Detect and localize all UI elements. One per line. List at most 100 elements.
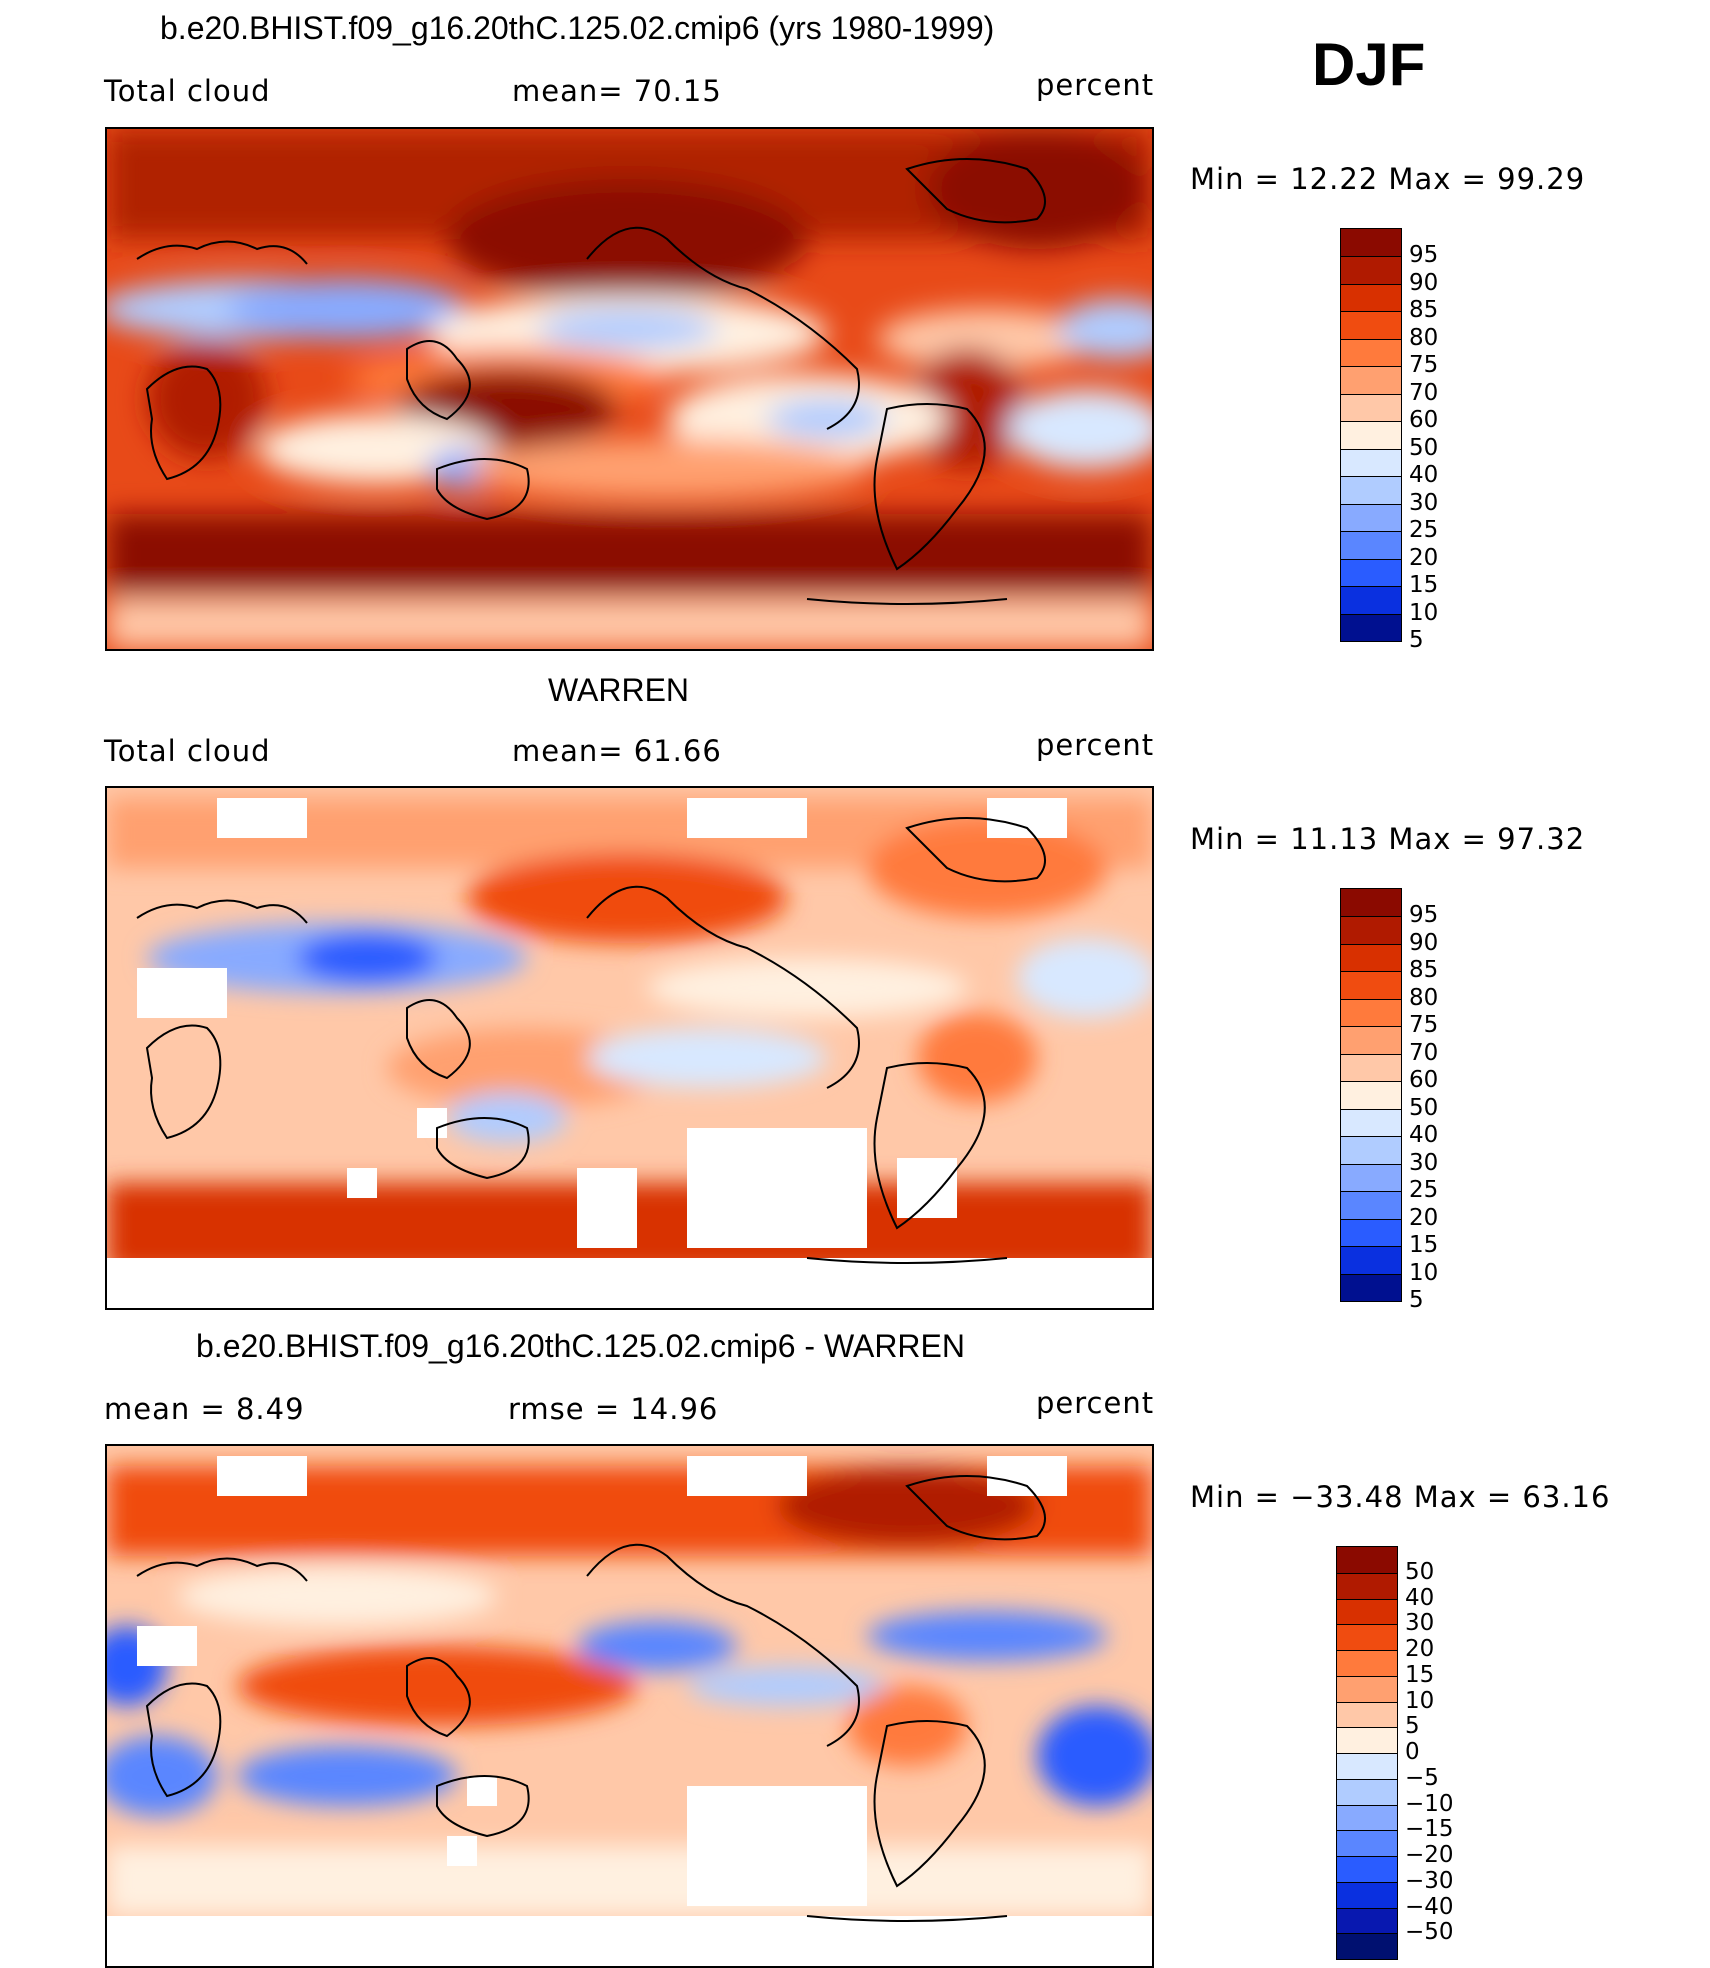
colorbar-tick-label: 40: [1409, 462, 1439, 489]
colorbar-tick-label: 70: [1409, 379, 1439, 406]
panel-1-mean-label: mean= 70.15: [512, 74, 722, 108]
colorbar-tick-label: 20: [1409, 1204, 1439, 1231]
colorbar-tick-label: 10: [1405, 1687, 1435, 1714]
colorbar-tick-label: −20: [1405, 1842, 1454, 1868]
colorbar-swatch: [1341, 283, 1401, 312]
colorbar-swatch: [1341, 613, 1401, 641]
colorbar-tick-label: 0: [1405, 1739, 1420, 1765]
colorbar-tick-label: 30: [1409, 1149, 1439, 1176]
panel-3-coastlines: [136, 1475, 1046, 1922]
colorbar-swatch: [1337, 1572, 1397, 1599]
colorbar-tick-label: 95: [1409, 902, 1439, 929]
panel-1-units-label: percent: [1036, 68, 1155, 102]
colorbar-tick-label: 10: [1409, 599, 1439, 626]
colorbar-tick-label: −15: [1405, 1816, 1454, 1843]
colorbar-swatch: [1341, 338, 1401, 367]
colorbar-swatch: [1341, 558, 1401, 587]
panel-1-colorbar: 95 90 85 80 75 70 60 50 40 30 25 20 15 10 5: [1340, 228, 1438, 653]
colorbar-swatch: [1341, 916, 1401, 944]
colorbar-swatch: [1341, 1273, 1401, 1301]
colorbar-tick-label: 60: [1409, 1067, 1439, 1094]
colorbar-tick-label: 85: [1409, 957, 1439, 984]
colorbar-swatch: [1337, 1778, 1397, 1805]
colorbar-tick-label: −40: [1405, 1893, 1454, 1920]
colorbar-tick-label: 5: [1409, 627, 1424, 653]
colorbar-tick-label: 30: [1405, 1610, 1435, 1637]
colorbar-swatch: [1341, 256, 1401, 284]
colorbar-swatch: [1337, 1727, 1397, 1753]
panel-3-map-field: [107, 1446, 1152, 1966]
colorbar-tick-label: 75: [1409, 1012, 1439, 1039]
colorbar-tick-label: 25: [1409, 1177, 1439, 1204]
colorbar-tick-label: 40: [1409, 1122, 1439, 1149]
colorbar-swatch: [1341, 1163, 1401, 1192]
colorbar-swatch: [1337, 1804, 1397, 1831]
colorbar-tick-label: 50: [1409, 434, 1439, 461]
colorbar-swatch: [1341, 1218, 1401, 1247]
colorbar-tick-label: 90: [1409, 929, 1439, 956]
colorbar-tick-label: 10: [1409, 1259, 1439, 1286]
colorbar-tick-label: 15: [1409, 572, 1439, 599]
colorbar-swatch: [1341, 1026, 1401, 1054]
panel-3-colorbar: 50 40 30 20 15 10 5 0 −5 −10 −15 −20 −30 −40 −50: [1336, 1546, 1454, 1960]
colorbar-tick-label: 30: [1409, 489, 1439, 516]
colorbar-tick-label: 70: [1409, 1039, 1439, 1066]
colorbar-swatch: [1337, 1675, 1397, 1702]
colorbar-tick-label: 5: [1409, 1287, 1424, 1313]
colorbar-tick-label: −5: [1405, 1764, 1439, 1791]
colorbar-tick-label: 25: [1409, 517, 1439, 544]
panel-1-min-max: Min = 12.22 Max = 99.29: [1190, 162, 1586, 196]
panel-3-rmse-label: rmse = 14.96: [508, 1392, 719, 1426]
panel-3-mean-label: mean = 8.49: [104, 1392, 305, 1426]
colorbar-swatch: [1341, 1136, 1401, 1164]
colorbar-tick-label: −50: [1405, 1919, 1454, 1946]
panel-2-variable-label: Total cloud: [104, 734, 271, 768]
panel-2-title: WARREN: [548, 672, 690, 708]
colorbar-tick-label: 5: [1405, 1713, 1420, 1740]
panel-1-map: [105, 127, 1154, 651]
colorbar-swatch: [1341, 531, 1401, 559]
colorbar-tick-label: −30: [1405, 1867, 1454, 1894]
colorbar-swatch: [1341, 998, 1401, 1027]
colorbar-swatch: [1341, 421, 1401, 449]
panel-3-min-max: Min = −33.48 Max = 63.16: [1190, 1480, 1611, 1514]
colorbar-swatch: [1337, 1624, 1397, 1650]
season-label: DJF: [1312, 31, 1426, 98]
colorbar-tick-label: 75: [1409, 352, 1439, 379]
colorbar-swatch: [1341, 1081, 1401, 1109]
panel-3-missing-data: [107, 1456, 1152, 1966]
colorbar-tick-label: 15: [1409, 1232, 1439, 1259]
colorbar-swatch: [1341, 448, 1401, 477]
panel-2-colorbar: 95 90 85 80 75 70 60 50 40 30 25 20 15 10 5: [1340, 888, 1438, 1313]
colorbar-swatch: [1337, 1598, 1397, 1625]
panel-3-units-label: percent: [1036, 1386, 1155, 1420]
colorbar-swatch: [1337, 1650, 1397, 1676]
panel-2-units-label: percent: [1036, 728, 1155, 762]
colorbar-swatch: [1341, 889, 1401, 917]
panel-2-coastlines: [136, 817, 1046, 1264]
colorbar-swatch: [1337, 1907, 1397, 1934]
panel-2-missing-data: [107, 798, 1152, 1308]
colorbar-swatch: [1341, 1246, 1401, 1274]
panel-2-min-max: Min = 11.13 Max = 97.32: [1190, 822, 1586, 856]
colorbar-swatch: [1341, 229, 1401, 257]
colorbar-tick-label: 15: [1405, 1661, 1435, 1688]
colorbar-tick-label: 60: [1409, 407, 1439, 434]
colorbar-tick-label: 40: [1405, 1584, 1435, 1611]
colorbar-tick-label: 85: [1409, 297, 1439, 324]
colorbar-tick-label: 90: [1409, 269, 1439, 296]
colorbar-swatch: [1337, 1881, 1397, 1908]
colorbar-swatch: [1341, 1191, 1401, 1219]
colorbar-tick-label: −10: [1405, 1790, 1454, 1817]
colorbar-swatch: [1341, 971, 1401, 999]
panel-2-mean-label: mean= 61.66: [512, 734, 722, 768]
colorbar-swatch: [1341, 943, 1401, 972]
colorbar-tick-label: 80: [1409, 984, 1439, 1011]
colorbar-swatch: [1341, 503, 1401, 532]
colorbar-swatch: [1337, 1547, 1397, 1573]
colorbar-swatch: [1341, 586, 1401, 614]
colorbar-swatch: [1341, 1053, 1401, 1082]
colorbar-tick-label: 95: [1409, 242, 1439, 269]
colorbar-swatch: [1337, 1753, 1397, 1779]
panel-1-map-field: [107, 129, 1152, 649]
